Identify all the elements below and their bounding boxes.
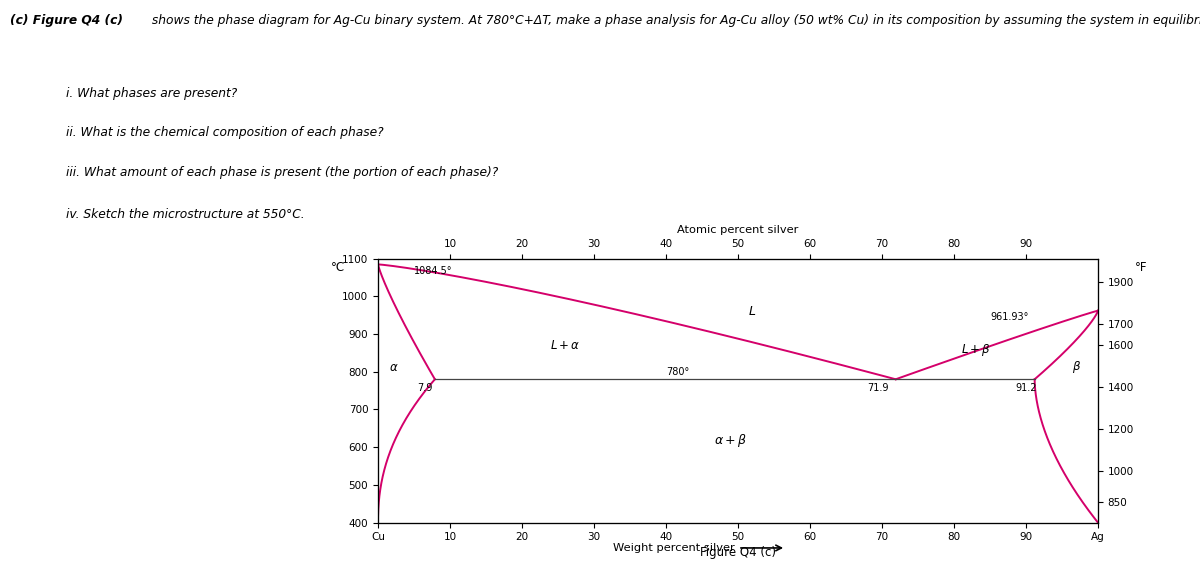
Text: ii. What is the chemical composition of each phase?: ii. What is the chemical composition of …	[66, 126, 384, 139]
Text: 7.9: 7.9	[418, 383, 433, 393]
Text: Figure Q4 (c): Figure Q4 (c)	[700, 546, 776, 559]
Text: Weight percent silver: Weight percent silver	[613, 543, 738, 553]
Text: i. What phases are present?: i. What phases are present?	[66, 87, 238, 100]
Text: shows the phase diagram for Ag-Cu binary system. At 780°C+ΔT, make a phase analy: shows the phase diagram for Ag-Cu binary…	[148, 14, 1200, 27]
Text: °F: °F	[1135, 261, 1147, 274]
Text: (c) Figure Q4 (c): (c) Figure Q4 (c)	[10, 14, 122, 27]
Text: $L+\beta$: $L+\beta$	[960, 342, 991, 358]
Text: 961.93°: 961.93°	[990, 312, 1028, 323]
Text: $\alpha$: $\alpha$	[389, 361, 398, 374]
Text: 71.9: 71.9	[868, 383, 889, 393]
Text: iii. What amount of each phase is present (the portion of each phase)?: iii. What amount of each phase is presen…	[66, 166, 498, 179]
Text: 1084.5°: 1084.5°	[414, 266, 452, 277]
Text: $L+\alpha$: $L+\alpha$	[550, 339, 581, 352]
Text: °C: °C	[331, 261, 346, 274]
Text: 91.2: 91.2	[1015, 383, 1037, 393]
X-axis label: Atomic percent silver: Atomic percent silver	[677, 225, 799, 235]
Text: $\beta$: $\beta$	[1072, 359, 1081, 375]
Text: $L$: $L$	[749, 305, 756, 318]
Text: 780°: 780°	[666, 368, 689, 378]
Text: iv. Sketch the microstructure at 550°C.: iv. Sketch the microstructure at 550°C.	[66, 208, 305, 221]
Text: $\alpha+\beta$: $\alpha+\beta$	[714, 432, 748, 449]
